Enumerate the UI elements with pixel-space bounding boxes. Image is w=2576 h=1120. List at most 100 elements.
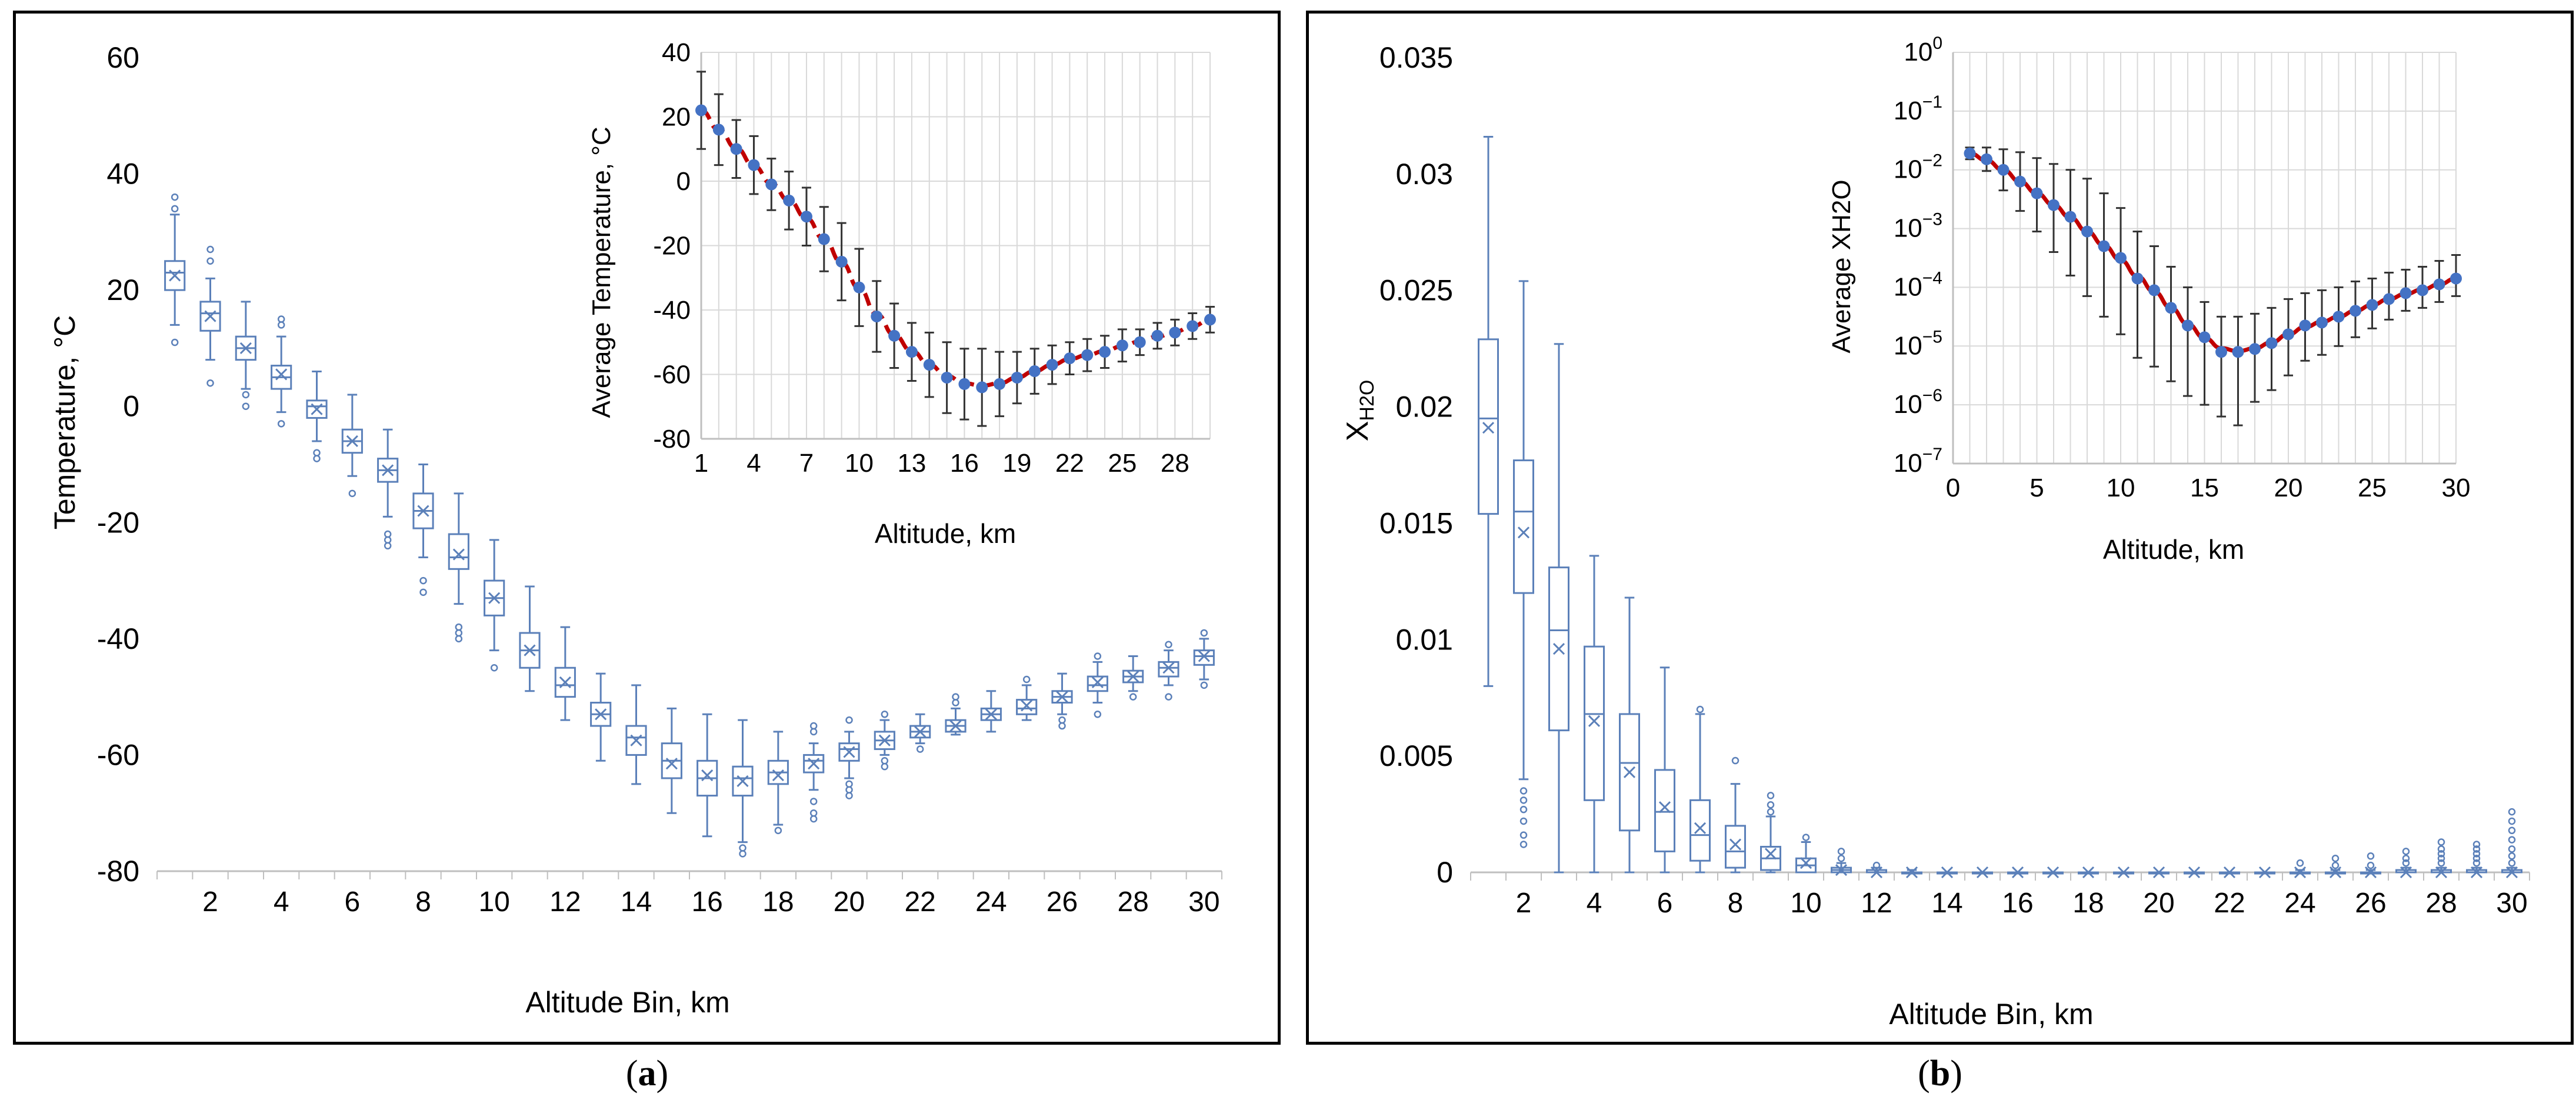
box-27: [2395, 848, 2417, 879]
box-7: [1689, 705, 1711, 874]
inset-y-axis-label: Average Temperature, °C: [587, 126, 616, 418]
mean-marker: [1729, 838, 1742, 851]
x-tick-label: 15: [2190, 474, 2219, 502]
box-9: [1760, 792, 1781, 874]
x-tick-label: 5: [2030, 474, 2044, 502]
mean-point: [2165, 302, 2177, 314]
outlier-point: [881, 762, 889, 771]
outlier-point: [1165, 693, 1172, 701]
box-1: [1478, 136, 1499, 687]
mean-point: [2299, 319, 2311, 332]
box-4: [271, 315, 292, 428]
outlier-point: [206, 379, 214, 387]
outlier-point: [1802, 834, 1810, 841]
x-tick-label: 12: [549, 886, 581, 918]
mean-marker: [2223, 866, 2236, 879]
mean-marker: [1198, 650, 1210, 662]
outlier-point: [242, 402, 250, 410]
mean-point: [2215, 346, 2227, 358]
mean-point: [818, 233, 830, 245]
x-tick-label: 14: [1931, 888, 1962, 919]
box-12: [1866, 861, 1887, 879]
x-axis-label: Altitude Bin, km: [1889, 998, 2093, 1031]
mean-marker: [1694, 822, 1707, 834]
outlier-point: [206, 245, 214, 254]
box-15: [1972, 866, 1993, 879]
mean-marker: [878, 734, 891, 746]
box-5: [1619, 596, 1640, 874]
outlier-point: [1519, 805, 1528, 814]
box-5: [306, 370, 328, 462]
box-9: [448, 492, 469, 643]
x-tick-label: 20: [834, 886, 865, 918]
y-tick-label: 0.025: [1379, 274, 1453, 307]
x-tick-label: 28: [1117, 886, 1148, 918]
mean-marker: [382, 464, 394, 476]
mean-marker: [1835, 864, 1848, 876]
mean-marker: [2047, 866, 2060, 879]
mean-point: [2131, 272, 2144, 285]
mean-point: [2232, 346, 2244, 358]
y-tick-label: 0.035: [1379, 41, 1453, 74]
y-tick-label: 10−3: [1894, 210, 1942, 243]
outlier-point: [916, 745, 924, 753]
outlier-point: [384, 542, 392, 550]
outlier-point: [774, 826, 782, 835]
outlier-point: [2331, 861, 2340, 869]
y-tick-label: 10−6: [1894, 386, 1942, 419]
box-24: [980, 690, 1002, 733]
mean-point: [2048, 199, 2060, 211]
mean-point: [2350, 305, 2361, 317]
outlier-point: [1022, 675, 1031, 684]
outlier-point: [809, 815, 818, 823]
outlier-point: [1519, 841, 1528, 848]
outlier-point: [384, 536, 392, 544]
mean-marker: [1091, 676, 1104, 689]
box-1: [164, 193, 186, 346]
y-tick-label: 0.03: [1396, 158, 1453, 191]
outlier-point: [1165, 641, 1172, 648]
mean-marker: [1517, 526, 1530, 539]
outlier-point: [1519, 817, 1528, 825]
mean-point: [2282, 328, 2294, 341]
box-body: [554, 666, 576, 698]
y-tick-label: 20: [106, 274, 139, 306]
mean-marker: [2364, 866, 2377, 879]
box-16: [2007, 866, 2028, 879]
x-tick-label: 16: [2002, 888, 2033, 919]
mean-point: [871, 310, 883, 322]
mean-marker: [1799, 857, 1812, 869]
box-28: [1122, 655, 1144, 701]
error-bar: [2233, 315, 2243, 426]
outlier-point: [455, 635, 463, 643]
outlier-point: [2296, 859, 2304, 867]
x-tick-label: 8: [1728, 888, 1744, 919]
box-2: [199, 245, 221, 387]
mean-marker: [1162, 662, 1175, 674]
mean-point: [2064, 211, 2077, 223]
outlier-point: [881, 711, 889, 718]
mean-point: [1187, 320, 1199, 332]
outlier-point: [2437, 845, 2445, 853]
outlier-point: [2508, 808, 2516, 816]
x-tick-label: 24: [2284, 888, 2315, 919]
y-tick-label: 40: [662, 38, 691, 67]
mean-marker: [2435, 866, 2448, 879]
error-bar: [2116, 207, 2125, 335]
x-tick-label: 6: [1657, 888, 1673, 919]
x-tick-label: 25: [1108, 449, 1137, 478]
mean-point: [2198, 331, 2211, 344]
x-tick-label: 4: [747, 449, 761, 478]
mean-marker: [985, 708, 997, 721]
y-axis-label: XH2O: [1341, 380, 1378, 442]
x-tick-label: 16: [950, 449, 979, 478]
outlier-point: [2402, 855, 2410, 862]
x-tick-label: 10: [478, 886, 509, 918]
x-tick-label: 10: [845, 449, 874, 478]
x-tick-label: 0: [1946, 474, 1960, 502]
outlier-point: [277, 321, 285, 329]
mean-point: [2115, 252, 2127, 264]
box-body: [1087, 675, 1108, 692]
mean-marker: [2188, 866, 2201, 879]
